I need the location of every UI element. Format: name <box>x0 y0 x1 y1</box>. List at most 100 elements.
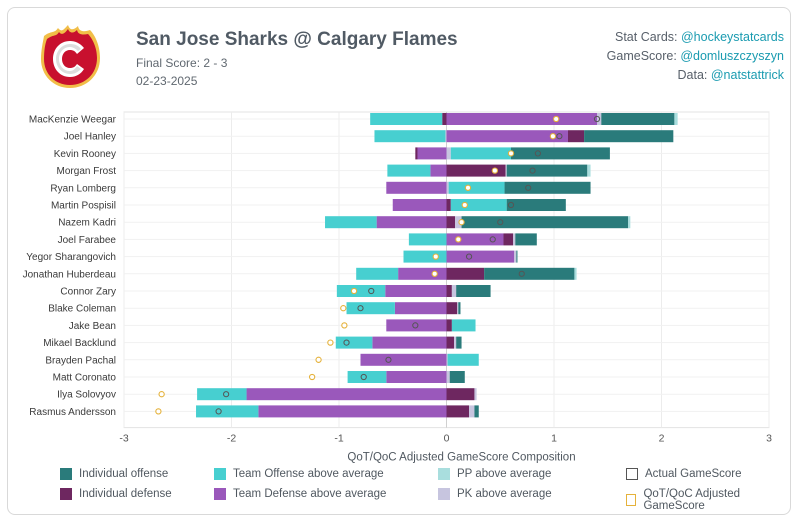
bar-pk <box>514 250 517 263</box>
adjusted-gamescore-marker <box>553 115 560 123</box>
bar-pk <box>469 405 475 418</box>
legend-item: PK above average <box>438 488 552 500</box>
bar-pk <box>446 353 448 366</box>
legend-swatch <box>60 468 72 480</box>
actual-gamescore-marker <box>497 219 504 226</box>
x-tick-label: 3 <box>766 433 772 445</box>
bar-team-def <box>392 199 447 211</box>
actual-gamescore-marker <box>534 150 541 157</box>
adjusted-gamescore-marker <box>549 133 557 140</box>
legend-item: Individual offense <box>60 468 168 480</box>
bar-team-def <box>372 336 447 349</box>
player-label: Kevin Rooney <box>54 149 116 160</box>
actual-gamescore-marker <box>368 287 375 295</box>
player-label: Mikael Backlund <box>43 338 116 349</box>
bar-ind-off <box>474 405 479 418</box>
bar-team-off <box>196 405 259 418</box>
credits: Stat Cards: @hockeystatcards GameScore: … <box>607 28 784 85</box>
actual-gamescore-marker <box>215 408 222 415</box>
logo-c-letter <box>53 41 84 77</box>
bar-ind-off <box>456 285 491 297</box>
legend-item: Team Offense above average <box>214 468 384 480</box>
player-label: Jake Bean <box>69 321 116 332</box>
actual-gamescore-marker <box>412 322 419 329</box>
bar-team-def <box>386 371 447 383</box>
player-label: Jonathan Huberdeau <box>23 269 116 280</box>
bar-team-off <box>347 371 387 383</box>
bar-ind-off <box>449 371 465 383</box>
player-label: Morgan Frost <box>57 166 117 177</box>
player-label: Nazem Kadri <box>58 218 116 229</box>
player-label: Ilya Solovyov <box>57 390 116 401</box>
bar-ind-off <box>456 336 462 349</box>
player-label: Martin Pospisil <box>51 201 116 212</box>
actual-gamescore-marker <box>518 270 525 277</box>
legend-swatch <box>214 488 226 500</box>
final-score: Final Score: 2 - 3 <box>136 56 228 70</box>
logo-c-inner <box>56 44 81 74</box>
adjusted-gamescore-marker <box>507 150 515 157</box>
bar-pk <box>446 147 451 160</box>
x-tick-label: 2 <box>659 433 665 445</box>
legend-item: Actual GameScore <box>626 468 742 480</box>
bar-team-def <box>446 250 515 263</box>
bar-team-def <box>446 130 568 143</box>
bar-team-off <box>335 336 373 349</box>
actual-gamescore-marker <box>593 115 601 123</box>
bar-ind-def <box>446 285 452 297</box>
bar-ind-off <box>458 302 461 315</box>
bar-ind-off <box>506 199 566 211</box>
legend-item: QoT/QoC Adjusted GameScore <box>626 488 780 512</box>
adjusted-gamescore-marker <box>455 236 462 243</box>
bar-team-off <box>346 302 395 315</box>
bar-ind-def <box>446 302 458 315</box>
bar-ind-off <box>515 233 537 246</box>
bar-team-def <box>398 267 447 280</box>
bar-team-def <box>385 285 447 297</box>
bar-ind-def <box>446 199 451 211</box>
bar-ind-off <box>516 250 518 263</box>
player-label: Yegor Sharangovich <box>26 252 116 263</box>
credit-stat-cards: Stat Cards: @hockeystatcards <box>614 30 784 44</box>
actual-gamescore-marker <box>489 236 496 243</box>
credit-link[interactable]: @hockeystatcards <box>680 30 784 44</box>
bar-ind-def <box>415 147 418 160</box>
bar-ind-def <box>446 405 470 418</box>
bar-team-def <box>258 405 447 418</box>
bar-pk <box>454 336 457 349</box>
bar-ind-off <box>504 181 591 194</box>
legend-swatch <box>438 468 450 480</box>
bar-team-off <box>374 130 446 143</box>
adjusted-gamescore-marker <box>341 322 348 329</box>
legend-label: Team Defense above average <box>233 488 387 500</box>
adjusted-gamescore-marker <box>432 253 439 260</box>
bar-pk <box>455 216 462 229</box>
bar-ind-off <box>511 147 610 160</box>
actual-gamescore-marker <box>357 305 364 312</box>
player-label: MacKenzie Weegar <box>29 115 117 126</box>
bar-team-off <box>450 199 507 211</box>
adjusted-gamescore-marker <box>308 373 316 381</box>
bar-team-def <box>430 164 447 177</box>
bar-ind-def <box>446 267 485 280</box>
legend-label: PK above average <box>457 488 552 500</box>
bar-ind-def <box>446 388 475 401</box>
bar-team-off <box>370 113 443 125</box>
credit-link[interactable]: @natstattrick <box>710 68 784 82</box>
bar-team-off <box>403 250 447 263</box>
bar-team-def <box>394 302 447 315</box>
player-label: Blake Coleman <box>48 304 116 315</box>
bar-ind-def <box>446 319 452 332</box>
bar-pk <box>474 388 477 401</box>
adjusted-gamescore-marker <box>350 287 358 295</box>
credit-link[interactable]: @domluszczyszyn <box>680 49 784 63</box>
stat-card <box>7 7 791 515</box>
bar-team-def <box>246 388 447 401</box>
bar-team-off <box>356 267 399 280</box>
player-label: Joel Farabee <box>58 235 117 246</box>
adjusted-gamescore-marker <box>431 270 438 277</box>
bar-ind-off <box>461 216 629 229</box>
bar-ind-off <box>506 164 588 177</box>
bar-ind-def <box>567 130 585 143</box>
